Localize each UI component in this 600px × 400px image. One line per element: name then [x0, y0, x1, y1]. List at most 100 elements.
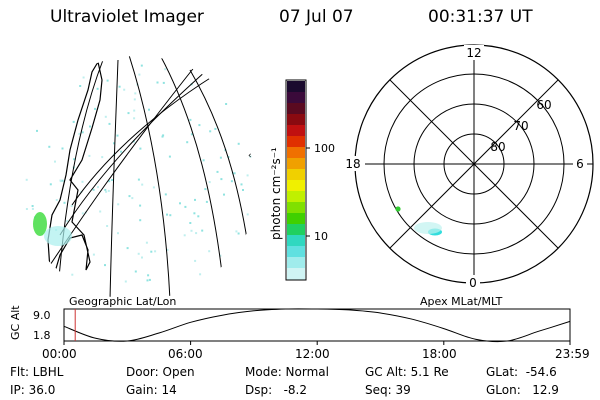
noise-pixel [107, 189, 110, 192]
colorbar-band [287, 136, 305, 148]
noise-pixel [193, 212, 196, 215]
noise-pixel [242, 189, 244, 191]
noise-pixel [133, 117, 136, 120]
noise-pixel [133, 109, 136, 112]
noise-pixel [82, 76, 85, 79]
noise-pixel [237, 142, 240, 145]
noise-pixel [25, 178, 28, 181]
info-seq: Seq: 39 [365, 383, 411, 397]
noise-pixel [139, 204, 142, 207]
noise-pixel [113, 142, 115, 145]
noise-pixel [147, 274, 150, 277]
emission-dot [369, 234, 373, 238]
noise-pixel [48, 145, 51, 148]
colorbar-band [287, 169, 305, 181]
observation-date: 07 Jul 07 [279, 7, 354, 27]
noise-pixel [106, 79, 109, 82]
timeline-xtick-label: 23:59 [555, 347, 590, 361]
noise-pixel [128, 195, 131, 198]
timeline-xtick-label: 06:00 [168, 347, 203, 361]
mlat-label-70: 70 [513, 119, 528, 133]
noise-pixel [54, 160, 56, 163]
noise-pixel [31, 205, 34, 207]
noise-pixel [59, 179, 62, 182]
timeline-ytick-bottom: 1.8 [33, 329, 51, 342]
noise-pixel [190, 229, 193, 232]
noise-pixel [237, 232, 240, 235]
colorbar-band [287, 246, 305, 258]
meridian-line [127, 56, 171, 300]
noise-pixel [202, 159, 205, 162]
noise-pixel [156, 81, 159, 84]
meridian-line [57, 59, 104, 291]
colorbar-band [287, 81, 305, 93]
noise-pixel [137, 178, 140, 181]
label-bg [464, 45, 484, 60]
noise-pixel [230, 180, 233, 183]
noise-pixel [152, 186, 155, 189]
noise-pixel [118, 85, 121, 88]
noise-pixel [189, 222, 192, 224]
emission-dot [395, 206, 401, 212]
noise-pixel [79, 85, 82, 87]
noise-pixel [189, 118, 192, 121]
observation-time: 00:31:37 UT [428, 7, 533, 27]
noise-pixel [164, 68, 167, 71]
noise-pixel [71, 273, 74, 276]
colorbar-tick-label: 100 [314, 142, 335, 155]
left-panel-label: Geographic Lat/Lon [69, 295, 177, 308]
noise-pixel [131, 197, 134, 200]
noise-pixel [148, 278, 151, 281]
colorbar-band [287, 125, 305, 137]
gc-alt-series-line [63, 308, 571, 343]
noise-pixel [199, 273, 202, 276]
noise-pixel [137, 252, 140, 255]
info-mode: Mode: Normal [245, 365, 329, 379]
timeline-ylabel: GC Alt [9, 305, 22, 340]
colorbar: 100 10 photon cm⁻²s⁻¹ [269, 79, 335, 281]
noise-pixel [99, 210, 102, 213]
noise-pixel [240, 183, 243, 186]
noise-pixel [89, 125, 91, 128]
noise-pixel [123, 88, 126, 91]
noise-pixel [88, 154, 91, 157]
noise-pixel [214, 127, 217, 130]
noise-pixel [117, 232, 119, 235]
colorbar-band [287, 202, 305, 214]
noise-pixel [184, 205, 187, 208]
noise-pixel [61, 179, 64, 182]
noise-pixel [219, 254, 222, 257]
noise-pixel [92, 253, 95, 256]
noise-pixel [127, 112, 130, 115]
noise-pixel [81, 131, 84, 134]
timeline-ytick-top: 9.0 [33, 309, 51, 322]
noise-pixel [124, 280, 127, 283]
colorbar-band [287, 224, 305, 236]
noise-pixel [133, 98, 136, 101]
colorbar-band [287, 114, 305, 126]
colorbar-band [287, 92, 305, 104]
noise-pixel [134, 270, 137, 273]
noise-pixel [134, 92, 137, 95]
info-glat: GLat: -54.6 [486, 365, 557, 379]
noise-pixel [101, 156, 104, 159]
noise-pixel [219, 156, 222, 159]
parallel-line [39, 59, 201, 281]
noise-pixel [166, 248, 169, 251]
noise-pixel [141, 256, 143, 259]
emission-glow [414, 222, 442, 234]
noise-pixel [201, 229, 204, 232]
noise-pixel [61, 147, 64, 150]
noise-pixel [70, 204, 73, 207]
label-bg [343, 156, 365, 171]
noise-pixel [78, 132, 81, 135]
timeline-xtick-label: 18:00 [422, 347, 457, 361]
noise-pixel [104, 188, 107, 191]
noise-pixel [195, 232, 198, 235]
noise-pixel [94, 107, 97, 110]
right-panel-label: Apex MLat/MLT [420, 295, 503, 308]
noise-pixel [166, 213, 168, 216]
noise-pixel [208, 250, 211, 253]
meridian-line [159, 56, 226, 300]
